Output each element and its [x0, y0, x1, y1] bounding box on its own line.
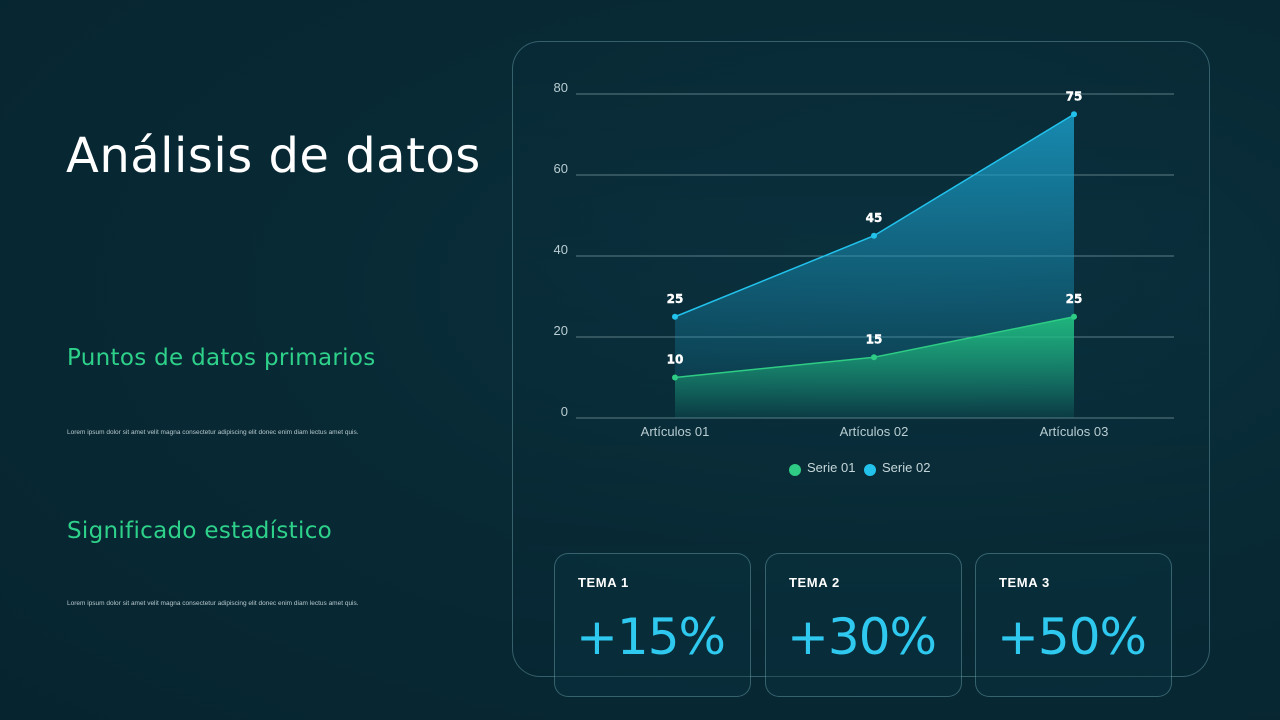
section-body-statistical-significance: Lorem ipsum dolor sit amet velit magna c… [67, 600, 359, 607]
legend-label: Serie 01 [807, 460, 855, 475]
y-tick-label: 40 [554, 242, 568, 257]
data-label: 45 [866, 211, 883, 225]
data-point [672, 313, 678, 320]
metric-card-tema-3: TEMA 3 +50% [975, 553, 1172, 697]
metric-card-tema-1: TEMA 1 +15% [554, 553, 751, 697]
data-point [871, 354, 877, 361]
metric-card-value: +50% [997, 608, 1147, 666]
data-label: 75 [1066, 89, 1083, 103]
data-point [1071, 111, 1077, 118]
series-area-1 [675, 316, 1074, 418]
slide-title: Análisis de datos [66, 128, 481, 184]
y-tick-label: 60 [554, 161, 568, 176]
data-point [672, 374, 678, 381]
legend-marker [789, 464, 801, 476]
section-heading-statistical-significance: Significado estadístico [67, 518, 333, 544]
x-tick-label: Artículos 02 [840, 424, 909, 439]
metric-card-tema-2: TEMA 2 +30% [765, 553, 962, 697]
area-chart: 0 20 40 60 80 25 45 75 10 15 25 Artículos 01 Artícul… [554, 80, 1174, 476]
y-tick-label: 80 [554, 80, 568, 95]
x-tick-label: Artículos 01 [641, 424, 710, 439]
data-point [871, 232, 877, 239]
metric-card-value: +30% [787, 608, 937, 666]
chart-panel: 0 20 40 60 80 25 45 75 10 15 25 Artículos 01 Artícul… [512, 41, 1210, 697]
metric-card-label: TEMA 3 [999, 575, 1050, 590]
y-tick-label: 0 [561, 404, 568, 419]
metric-card-label: TEMA 1 [578, 575, 629, 590]
section-body-primary-data: Lorem ipsum dolor sit amet velit magna c… [67, 429, 359, 436]
y-tick-label: 20 [554, 323, 568, 338]
data-label: 25 [667, 292, 684, 306]
legend-marker [864, 464, 876, 476]
section-heading-primary-data: Puntos de datos primarios [67, 345, 376, 371]
data-label: 10 [667, 353, 684, 367]
legend-label: Serie 02 [882, 460, 930, 475]
data-label: 25 [1066, 292, 1083, 306]
metric-card-value: +15% [576, 608, 726, 666]
data-label: 15 [866, 332, 883, 346]
x-tick-label: Artículos 03 [1040, 424, 1109, 439]
data-point [1071, 313, 1077, 320]
metric-card-label: TEMA 2 [789, 575, 840, 590]
